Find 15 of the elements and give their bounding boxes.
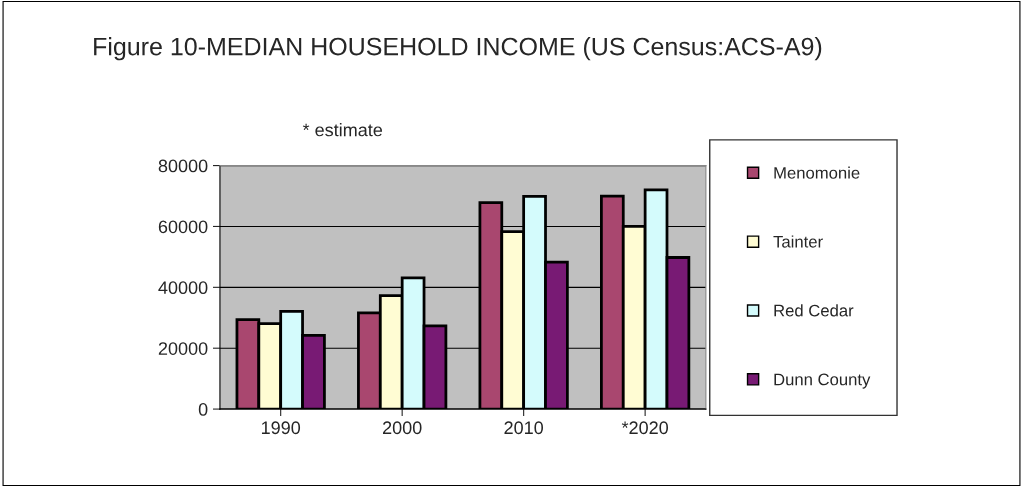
legend-label: Red Cedar [774,304,854,317]
legend-label: Menomonie [774,166,860,179]
x-tick-label: *2020 [621,421,669,435]
legend-label: Dunn County [774,373,871,389]
y-tick-label: 0 [198,403,208,416]
y-tick-label: 40000 [158,281,208,295]
x-tick-label: 2000 [382,421,422,435]
chart-title: Figure 10-MEDIAN HOUSEHOLD INCOME (US Census:ACS-A9) [94,37,822,61]
x-tick-label: 2010 [504,421,544,435]
chart-subtitle: * estimate [302,123,383,137]
y-tick-label: 20000 [158,342,208,355]
x-tick-label: 1990 [261,421,301,435]
y-tick-label: 80000 [158,159,208,173]
y-tick-label: 60000 [158,220,208,234]
legend-label: Tainter [773,235,823,248]
